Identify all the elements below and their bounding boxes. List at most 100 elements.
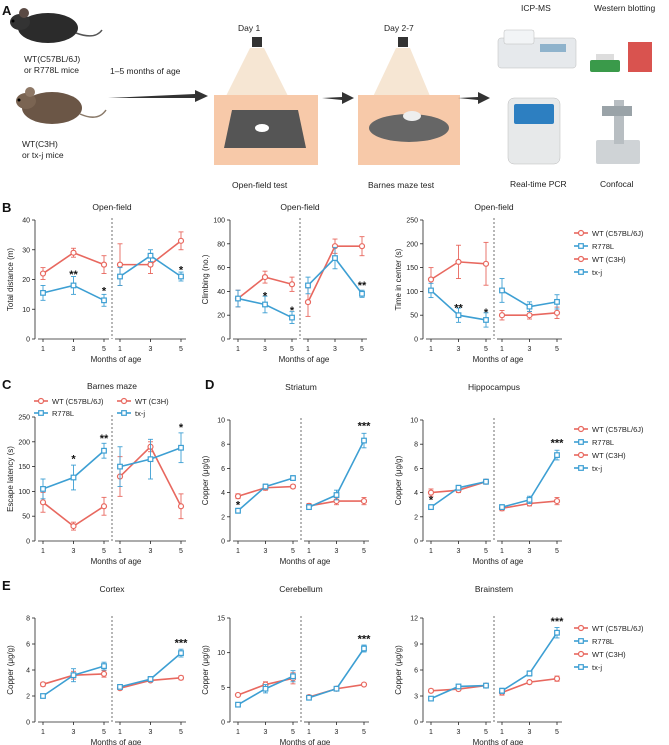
y-tick-label: 0 (221, 337, 225, 344)
chart-b3: Open-field 0 50 100 150 200 250 Time in center … (394, 202, 562, 364)
data-point (290, 673, 296, 680)
legend-label: R778L (592, 438, 614, 447)
y-axis-label: Total distance (m) (6, 248, 15, 311)
chart-title: Barnes maze (87, 381, 137, 391)
legend-marker (577, 451, 585, 459)
data-point (499, 687, 505, 694)
x-tick-label: 1 (118, 346, 122, 353)
y-tick-label: 9 (414, 642, 418, 649)
chart-title: Cortex (99, 584, 125, 594)
chart-e1: Cortex 0 2 4 6 8 Copper (μg/g) 1 3 5 1 3 5 Months of … (6, 584, 188, 745)
data-point (70, 282, 77, 289)
x-tick-label: 3 (149, 346, 153, 353)
x-tick-label: 1 (41, 729, 45, 736)
x-tick-label: 3 (457, 729, 461, 736)
x-tick-label: 3 (149, 548, 153, 555)
mouse-black-icon (10, 8, 103, 43)
chart-e2: Cerebellum 0 5 10 15 Copper (μg/g) 1 3 5 1 3 5 Month… (201, 584, 371, 745)
y-tick-label: 2 (414, 514, 418, 521)
x-tick-label: 5 (484, 548, 488, 555)
y-tick-label: 100 (213, 218, 225, 225)
data-point (526, 670, 533, 677)
y-tick-label: 6 (414, 668, 418, 675)
data-point (70, 523, 77, 530)
x-tick-label: 5 (362, 548, 366, 555)
confocal-label: Confocal (600, 179, 634, 189)
data-point (333, 492, 340, 498)
x-tick-label: 3 (72, 346, 76, 353)
chart-title: Brainstem (475, 584, 513, 594)
x-tick-label: 5 (291, 548, 295, 555)
y-tick-label: 8 (414, 442, 418, 449)
data-point (499, 287, 505, 294)
legend-marker (37, 397, 45, 405)
data-point (427, 489, 435, 496)
data-point (262, 685, 269, 692)
y-tick-label: 50 (410, 313, 418, 320)
data-point (290, 475, 296, 481)
arrow-right-icon (322, 92, 354, 104)
data-point (178, 444, 184, 451)
y-tick-label: 6 (414, 466, 418, 473)
legend-item: WT (C57BL/6J) (574, 624, 644, 633)
data-point (553, 675, 561, 682)
data-point (361, 437, 367, 444)
chart-title: Open-field (280, 202, 319, 212)
icpms-label: ICP-MS (521, 3, 551, 13)
data-point (428, 695, 434, 702)
data-point (147, 676, 154, 682)
data-point (235, 507, 241, 514)
significance-marker: * (429, 494, 434, 506)
significance-marker: * (484, 307, 489, 319)
y-axis-label: Copper (μg/g) (6, 645, 15, 695)
data-point (177, 674, 185, 681)
y-tick-label: 200 (18, 439, 30, 446)
y-tick-label: 10 (22, 307, 30, 314)
data-point (39, 681, 47, 688)
panel-label-a: A (2, 3, 12, 18)
y-tick-label: 0 (221, 720, 225, 727)
data-point (427, 276, 435, 283)
data-point (455, 683, 462, 690)
significance-marker: ** (69, 269, 78, 281)
y-tick-label: 40 (217, 289, 225, 296)
data-point (427, 687, 435, 694)
panel-label-e: E (2, 578, 11, 593)
data-point (261, 274, 269, 281)
significance-marker: *** (358, 421, 372, 433)
data-point (234, 493, 242, 500)
y-tick-label: 15 (217, 616, 225, 623)
y-tick-label: 150 (406, 265, 418, 272)
y-tick-label: 40 (22, 218, 30, 225)
x-tick-label: 5 (360, 346, 364, 353)
data-point (498, 312, 506, 319)
legend-item: tx-j (574, 464, 602, 473)
x-tick-label: 1 (429, 548, 433, 555)
legend-item: tx-j (574, 268, 602, 277)
data-point (70, 249, 77, 256)
data-point (235, 701, 241, 708)
legend-label: WT (C57BL/6J) (592, 624, 644, 633)
y-tick-label: 0 (26, 337, 30, 344)
y-tick-label: 10 (217, 650, 225, 657)
y-tick-label: 0 (414, 720, 418, 727)
panel-label-d: D (205, 377, 214, 392)
y-tick-label: 0 (26, 720, 30, 727)
legend-item: WT (C57BL/6J) (574, 229, 644, 238)
x-tick-label: 5 (290, 346, 294, 353)
x-tick-label: 1 (307, 729, 311, 736)
legend-marker (577, 255, 585, 263)
x-tick-label: 1 (429, 729, 433, 736)
legend-label: WT (C57BL/6J) (52, 397, 104, 406)
y-axis-label: Copper (μg/g) (394, 455, 403, 505)
data-point (262, 483, 269, 490)
data-point (70, 474, 77, 481)
data-point (483, 682, 489, 689)
y-tick-label: 8 (221, 442, 225, 449)
mouse1-label-line2: or R778L mice (24, 65, 79, 75)
x-axis-label: Months of age (473, 738, 524, 745)
x-tick-label: 5 (102, 346, 106, 353)
legend-marker (578, 465, 584, 471)
data-point (333, 685, 340, 692)
legend-marker (38, 410, 44, 416)
